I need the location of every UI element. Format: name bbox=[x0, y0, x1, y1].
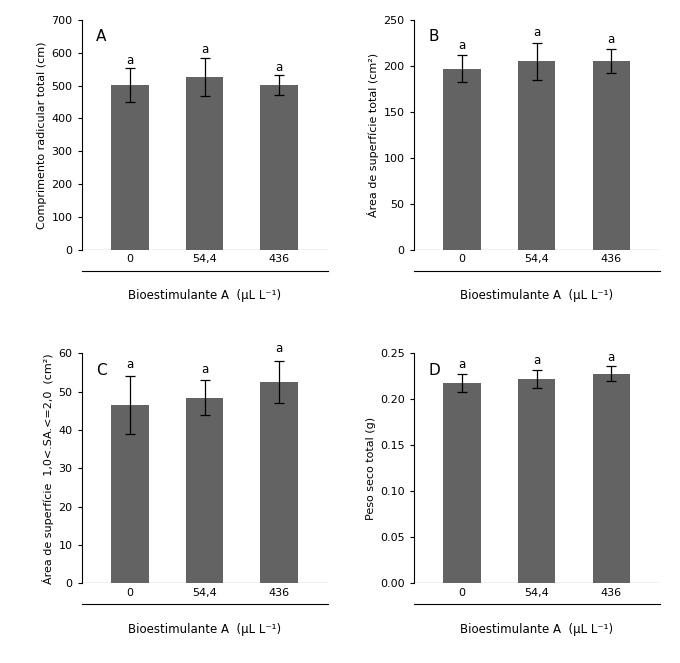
Y-axis label: Área de superfície total (cm²): Área de superfície total (cm²) bbox=[367, 53, 379, 217]
Bar bbox=[443, 69, 481, 250]
Text: C: C bbox=[97, 363, 107, 378]
Y-axis label: Comprimento radicular total (cm): Comprimento radicular total (cm) bbox=[37, 41, 48, 229]
Text: a: a bbox=[533, 27, 540, 39]
Text: a: a bbox=[533, 354, 540, 367]
Text: Bioestimulante A  (μL L⁻¹): Bioestimulante A (μL L⁻¹) bbox=[128, 289, 281, 302]
Text: a: a bbox=[607, 351, 615, 365]
Bar bbox=[186, 398, 223, 583]
Bar bbox=[443, 383, 481, 583]
Text: a: a bbox=[458, 39, 466, 52]
Text: a: a bbox=[458, 358, 466, 371]
Text: B: B bbox=[428, 29, 439, 44]
Text: Bioestimulante A  (μL L⁻¹): Bioestimulante A (μL L⁻¹) bbox=[460, 623, 613, 636]
Text: D: D bbox=[428, 363, 440, 378]
Text: a: a bbox=[201, 43, 208, 56]
Bar bbox=[518, 379, 556, 583]
Bar bbox=[592, 61, 630, 250]
Text: a: a bbox=[275, 342, 283, 355]
Bar bbox=[592, 374, 630, 583]
Y-axis label: Peso seco total (g): Peso seco total (g) bbox=[366, 417, 375, 520]
Text: a: a bbox=[607, 32, 615, 46]
Bar bbox=[260, 85, 298, 250]
Text: A: A bbox=[97, 29, 107, 44]
Text: a: a bbox=[275, 61, 283, 74]
Bar bbox=[518, 61, 556, 250]
Bar bbox=[112, 405, 149, 583]
Text: a: a bbox=[201, 363, 208, 376]
Bar bbox=[186, 77, 223, 250]
Text: Bioestimulante A  (μL L⁻¹): Bioestimulante A (μL L⁻¹) bbox=[460, 289, 613, 302]
Bar bbox=[112, 85, 149, 250]
Bar bbox=[260, 382, 298, 583]
Text: a: a bbox=[126, 54, 134, 66]
Text: Bioestimulante A  (μL L⁻¹): Bioestimulante A (μL L⁻¹) bbox=[128, 623, 281, 636]
Y-axis label: Área de superfície  1,0<.SA.<=2,0  (cm²): Área de superfície 1,0<.SA.<=2,0 (cm²) bbox=[42, 353, 54, 583]
Text: a: a bbox=[126, 357, 134, 371]
